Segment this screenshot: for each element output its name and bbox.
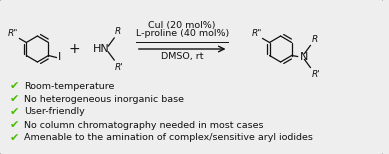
Text: R: R	[115, 27, 121, 36]
Text: R': R'	[115, 63, 124, 72]
Text: User-friendly: User-friendly	[24, 107, 84, 116]
Text: Amenable to the amination of complex/sensitive aryl iodides: Amenable to the amination of complex/sen…	[24, 134, 312, 142]
Text: HN: HN	[93, 44, 110, 54]
Text: ✔: ✔	[10, 120, 19, 130]
Text: R': R'	[311, 69, 320, 79]
Text: N: N	[300, 51, 308, 61]
Text: ✔: ✔	[10, 81, 19, 91]
Text: +: +	[68, 42, 80, 56]
Text: L-proline (40 mol%): L-proline (40 mol%)	[135, 29, 229, 38]
Text: R: R	[311, 34, 318, 43]
Text: ✔: ✔	[10, 133, 19, 143]
Text: ✔: ✔	[10, 107, 19, 117]
Text: I: I	[58, 51, 61, 61]
Text: R": R"	[251, 28, 262, 38]
Text: No column chromatography needed in most cases: No column chromatography needed in most …	[24, 120, 263, 130]
Text: DMSO, rt: DMSO, rt	[161, 52, 203, 61]
Text: CuI (20 mol%): CuI (20 mol%)	[148, 21, 216, 30]
Text: No heterogeneous inorganic base: No heterogeneous inorganic base	[24, 95, 184, 103]
Text: R": R"	[8, 28, 18, 38]
Text: Room-temperature: Room-temperature	[24, 81, 114, 91]
Text: ✔: ✔	[10, 94, 19, 104]
